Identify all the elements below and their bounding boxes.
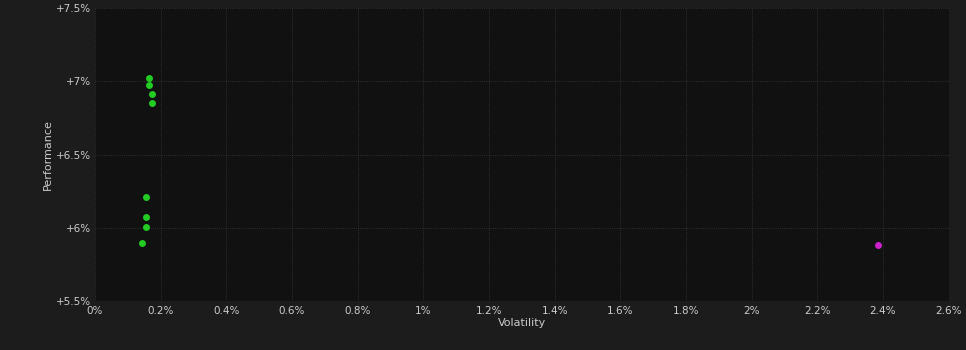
Point	[141, 82, 156, 88]
Point	[135, 241, 151, 246]
Point	[138, 214, 154, 220]
Point	[141, 75, 156, 80]
Point	[870, 242, 886, 248]
X-axis label: Volatility: Volatility	[497, 318, 546, 328]
Point	[138, 194, 154, 199]
Y-axis label: Performance: Performance	[43, 119, 53, 190]
Point	[145, 100, 160, 106]
Point	[145, 91, 160, 97]
Point	[138, 225, 154, 230]
